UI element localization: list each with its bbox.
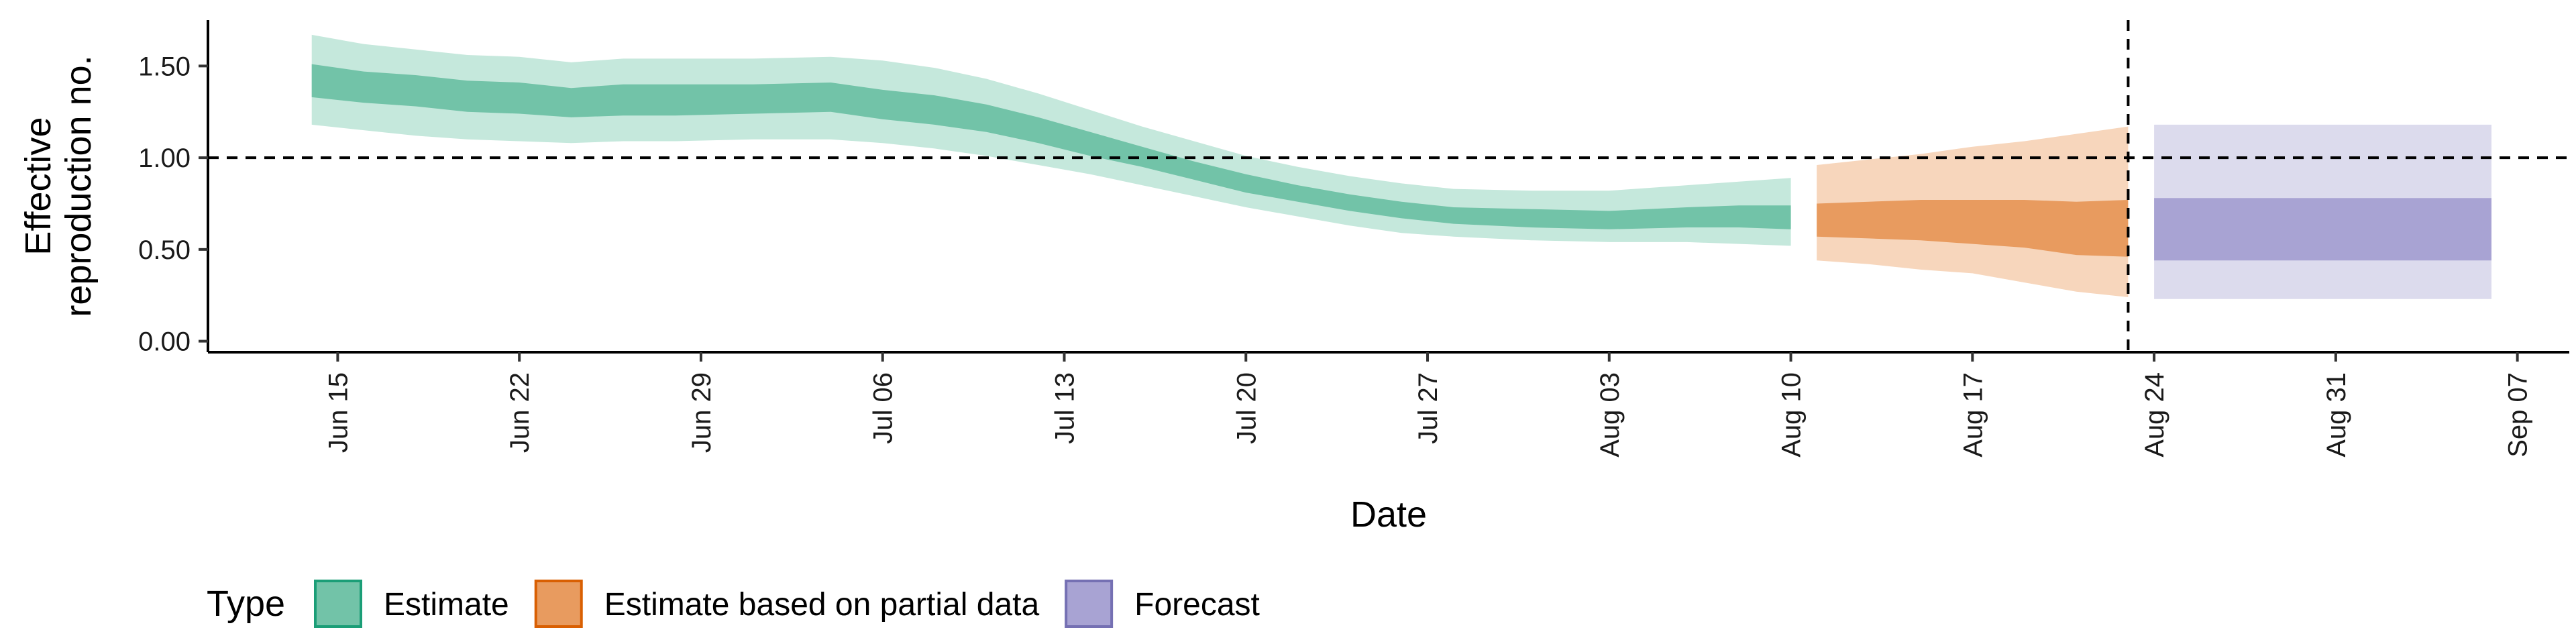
x-tick-label: Jun 15 <box>323 372 353 453</box>
y-tick-label: 0.00 <box>138 327 191 357</box>
x-tick-label: Aug 10 <box>1777 372 1807 458</box>
y-tick-label: 0.50 <box>138 235 191 265</box>
x-tick-label: Jun 22 <box>505 372 535 453</box>
legend-label-estimate-based-on-partial-data: Estimate based on partial data <box>604 587 1040 623</box>
estimate-inner-band <box>311 64 1791 229</box>
x-tick-label: Jul 06 <box>869 372 898 444</box>
axes-layer: 0.00 0.50 1.00 1.50 Jun 15 Jun 22 Jun 29 Jul 06… <box>18 20 2569 535</box>
x-tick-label: Aug 03 <box>1595 372 1625 458</box>
legend-swatch-forecast <box>1065 580 1114 628</box>
x-tick-label: Jun 29 <box>687 372 716 453</box>
y-axis-title: Effectivereproduction no. <box>18 55 99 317</box>
x-tick-label: Jul 20 <box>1232 372 1261 444</box>
x-tick-label: Jul 27 <box>1413 372 1443 444</box>
x-tick-label: Aug 31 <box>2322 372 2351 458</box>
forecast-inner-band <box>2154 198 2491 261</box>
legend-swatch-estimate <box>314 580 362 628</box>
legend-swatch-estimate-based-on-partial-data <box>534 580 583 628</box>
y-tick-label: 1.00 <box>138 144 191 173</box>
y-tick-label: 1.50 <box>138 52 191 81</box>
legend-title: Type <box>207 584 285 624</box>
x-tick-label: Aug 17 <box>1958 372 1988 458</box>
legend-layer: Type Estimate Estimate based on partial da… <box>207 580 1260 628</box>
legend-label-estimate: Estimate <box>384 587 509 623</box>
legend-label-forecast: Forecast <box>1134 587 1260 623</box>
x-tick-label: Jul 13 <box>1050 372 1079 444</box>
y-axis-title-line: Effective <box>18 117 58 255</box>
bands-layer <box>311 34 2491 299</box>
x-tick-label: Sep 07 <box>2504 372 2533 458</box>
x-tick-label: Aug 24 <box>2140 372 2169 458</box>
estimate-based-on-partial-data-inner-band <box>1817 200 2129 257</box>
y-axis-title-line: reproduction no. <box>58 55 99 317</box>
x-axis-title: Date <box>1350 494 1427 535</box>
